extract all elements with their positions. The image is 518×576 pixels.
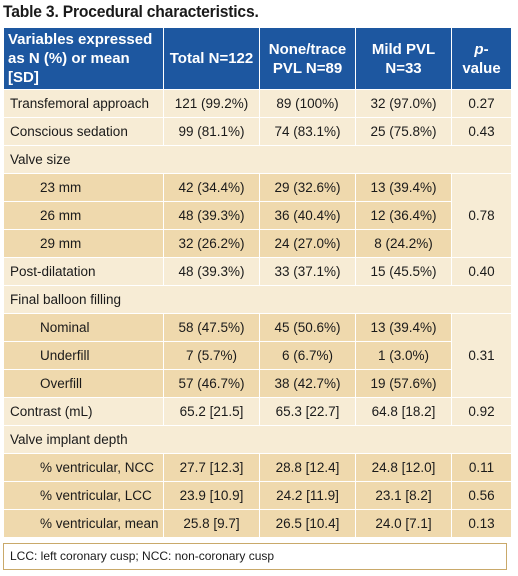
section-label: Valve size xyxy=(3,145,512,174)
row-label: 26 mm xyxy=(3,201,164,230)
header-variables: Variables expressed as N (%) or mean [SD… xyxy=(3,27,164,90)
cell-total: 32 (26.2%) xyxy=(163,229,260,258)
row-label: Contrast (mL) xyxy=(3,397,164,426)
row-label: Nominal xyxy=(3,313,164,342)
cell-p: 0.27 xyxy=(451,89,512,118)
row-label: % ventricular, mean xyxy=(3,509,164,538)
table-row: Nominal 58 (47.5%) 45 (50.6%) 13 (39.4%)… xyxy=(3,313,512,398)
cell-mild: 13 (39.4%) xyxy=(355,313,452,342)
table-row: Transfemoral approach 121 (99.2%) 89 (10… xyxy=(3,89,512,118)
table-row: Underfill 7 (5.7%) 6 (6.7%) 1 (3.0%) xyxy=(3,341,512,370)
row-label: 29 mm xyxy=(3,229,164,258)
header-p-italic: p xyxy=(474,40,484,58)
row-label: Underfill xyxy=(3,341,164,370)
table-row: 26 mm 48 (39.3%) 36 (40.4%) 12 (36.4%) xyxy=(3,201,512,230)
cell-total: 58 (47.5%) xyxy=(163,313,260,342)
row-label: % ventricular, NCC xyxy=(3,453,164,482)
table-row: 23 mm 42 (34.4%) 29 (32.6%) 13 (39.4%) 0… xyxy=(3,173,512,258)
cell-total: 7 (5.7%) xyxy=(163,341,260,370)
cell-p-merged: 0.31 xyxy=(451,313,512,398)
section-row: Valve implant depth xyxy=(3,425,512,454)
section-row: Valve size xyxy=(3,145,512,174)
row-label: 23 mm xyxy=(3,173,164,202)
cell-mild: 25 (75.8%) xyxy=(355,117,452,146)
row-label: Post-dilatation xyxy=(3,257,164,286)
cell-total: 42 (34.4%) xyxy=(163,173,260,202)
cell-mild: 13 (39.4%) xyxy=(355,173,452,202)
cell-mild: 8 (24.2%) xyxy=(355,229,452,258)
cell-total: 48 (39.3%) xyxy=(163,201,260,230)
table-title: Table 3. Procedural characteristics. xyxy=(3,2,259,21)
cell-none: 6 (6.7%) xyxy=(259,341,356,370)
table-row: Post-dilatation 48 (39.3%) 33 (37.1%) 15… xyxy=(3,257,512,286)
cell-p: 0.92 xyxy=(451,397,512,426)
cell-none: 74 (83.1%) xyxy=(259,117,356,146)
header-mild: Mild PVL N=33 xyxy=(355,27,452,90)
cell-p: 0.56 xyxy=(451,481,512,510)
table-row: % ventricular, NCC 27.7 [12.3] 28.8 [12.… xyxy=(3,453,512,482)
procedural-table: Variables expressed as N (%) or mean [SD… xyxy=(3,27,512,538)
cell-none: 33 (37.1%) xyxy=(259,257,356,286)
header-row: Variables expressed as N (%) or mean [SD… xyxy=(3,27,512,90)
cell-none: 24 (27.0%) xyxy=(259,229,356,258)
table-row: Overfill 57 (46.7%) 38 (42.7%) 19 (57.6%… xyxy=(3,369,512,398)
cell-mild: 64.8 [18.2] xyxy=(355,397,452,426)
table-row: 29 mm 32 (26.2%) 24 (27.0%) 8 (24.2%) xyxy=(3,229,512,258)
cell-mild: 1 (3.0%) xyxy=(355,341,452,370)
row-label: Overfill xyxy=(3,369,164,398)
cell-p: 0.40 xyxy=(451,257,512,286)
cell-none: 45 (50.6%) xyxy=(259,313,356,342)
header-total: Total N=122 xyxy=(163,27,260,90)
cell-none: 29 (32.6%) xyxy=(259,173,356,202)
cell-mild: 32 (97.0%) xyxy=(355,89,452,118)
cell-total: 121 (99.2%) xyxy=(163,89,260,118)
cell-mild: 24.8 [12.0] xyxy=(355,453,452,482)
section-label: Valve implant depth xyxy=(3,425,512,454)
section-label: Final balloon filling xyxy=(3,285,512,314)
table-row: % ventricular, LCC 23.9 [10.9] 24.2 [11.… xyxy=(3,481,512,510)
cell-none: 24.2 [11.9] xyxy=(259,481,356,510)
cell-mild: 12 (36.4%) xyxy=(355,201,452,230)
cell-p: 0.13 xyxy=(451,509,512,538)
cell-p-merged: 0.78 xyxy=(451,173,512,258)
cell-total: 25.8 [9.7] xyxy=(163,509,260,538)
cell-p: 0.11 xyxy=(451,453,512,482)
cell-total: 48 (39.3%) xyxy=(163,257,260,286)
cell-mild: 19 (57.6%) xyxy=(355,369,452,398)
cell-none: 89 (100%) xyxy=(259,89,356,118)
cell-mild: 23.1 [8.2] xyxy=(355,481,452,510)
cell-total: 65.2 [21.5] xyxy=(163,397,260,426)
cell-mild: 15 (45.5%) xyxy=(355,257,452,286)
row-label: Conscious sedation xyxy=(3,117,164,146)
cell-none: 36 (40.4%) xyxy=(259,201,356,230)
cell-total: 27.7 [12.3] xyxy=(163,453,260,482)
row-label: Transfemoral approach xyxy=(3,89,164,118)
cell-none: 65.3 [22.7] xyxy=(259,397,356,426)
cell-none: 38 (42.7%) xyxy=(259,369,356,398)
header-none-trace: None/trace PVL N=89 xyxy=(259,27,356,90)
cell-none: 26.5 [10.4] xyxy=(259,509,356,538)
header-p-value: p-value xyxy=(451,27,512,90)
table-row: Contrast (mL) 65.2 [21.5] 65.3 [22.7] 64… xyxy=(3,397,512,426)
table-row: Conscious sedation 99 (81.1%) 74 (83.1%)… xyxy=(3,117,512,146)
table-footnote: LCC: left coronary cusp; NCC: non-corona… xyxy=(3,543,507,570)
cell-none: 28.8 [12.4] xyxy=(259,453,356,482)
cell-mild: 24.0 [7.1] xyxy=(355,509,452,538)
table-row: % ventricular, mean 25.8 [9.7] 26.5 [10.… xyxy=(3,509,512,538)
cell-total: 99 (81.1%) xyxy=(163,117,260,146)
cell-total: 57 (46.7%) xyxy=(163,369,260,398)
row-label: % ventricular, LCC xyxy=(3,481,164,510)
header-p-rest: -value xyxy=(462,40,501,77)
section-row: Final balloon filling xyxy=(3,285,512,314)
cell-p: 0.43 xyxy=(451,117,512,146)
cell-total: 23.9 [10.9] xyxy=(163,481,260,510)
